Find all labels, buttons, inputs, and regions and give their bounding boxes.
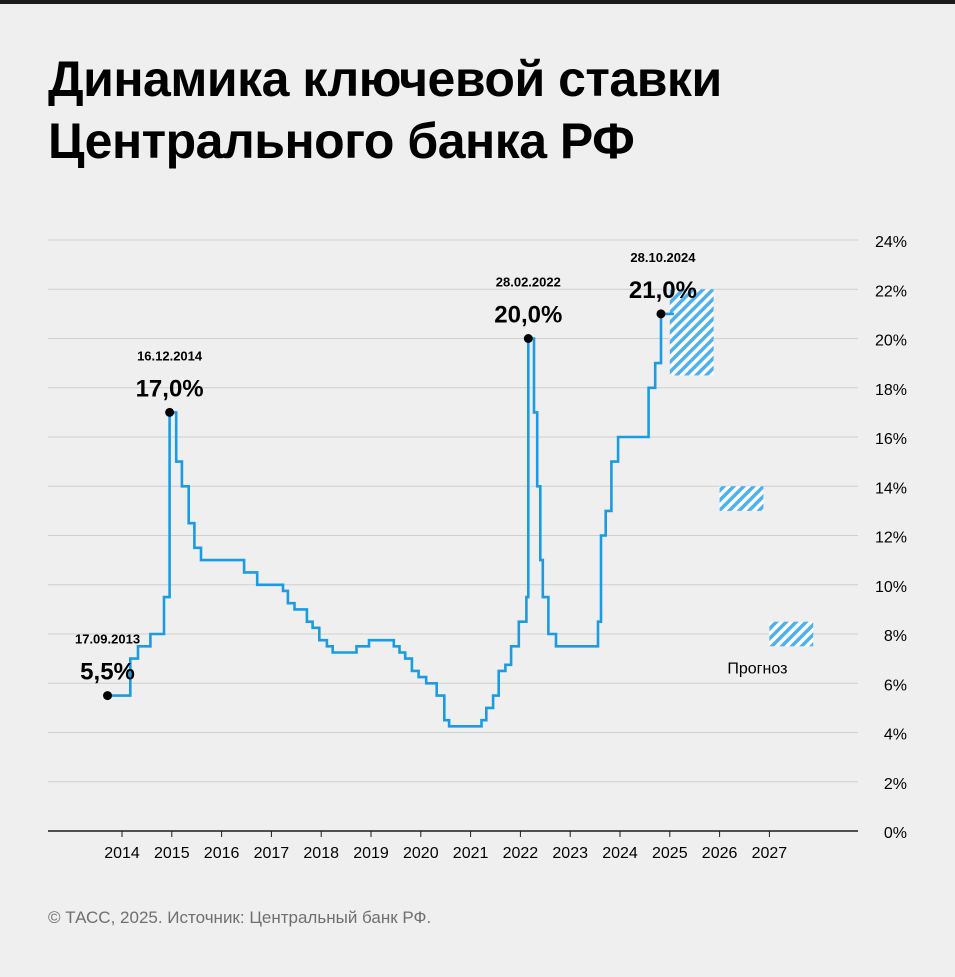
- y-tick-label: 0%: [884, 825, 907, 842]
- page-title: Динамика ключевой ставки Центрального ба…: [48, 48, 928, 172]
- x-tick-label: 2021: [453, 845, 489, 862]
- annotation-date: 28.02.2022: [496, 275, 561, 290]
- x-tick-label: 2027: [752, 845, 788, 862]
- source-footer: © ТАСС, 2025. Источник: Центральный банк…: [48, 908, 432, 927]
- x-tick-label: 2022: [503, 845, 539, 862]
- y-tick-label: 4%: [884, 727, 907, 744]
- annotation-date: 28.10.2024: [630, 250, 696, 265]
- y-tick-label: 10%: [875, 579, 907, 596]
- x-tick-label: 2026: [702, 845, 738, 862]
- forecast-range-2027: [769, 621, 814, 647]
- y-axis-ticks: 0% 2% 4% 6% 8% 10% 12% 14% 16% 18% 20% 22% 24%: [875, 234, 907, 842]
- annotation-dot: [523, 334, 533, 343]
- forecast-range-2026: [719, 486, 764, 511]
- annotation-date: 17.09.2013: [75, 632, 140, 647]
- y-tick-label: 18%: [875, 382, 907, 399]
- annotations: 17.09.2013 5,5% 16.12.2014 17,0% 28.02.2022 2…: [75, 250, 697, 701]
- x-tick-label: 2019: [353, 845, 389, 862]
- x-tick-label: 2024: [602, 845, 638, 862]
- x-tick-label: 2016: [204, 845, 240, 862]
- x-tick-label: 2025: [652, 845, 688, 862]
- y-tick-label: 20%: [875, 333, 907, 350]
- annotation-value: 17,0%: [136, 375, 204, 402]
- x-tick-label: 2015: [154, 845, 190, 862]
- title-line-1: Динамика ключевой ставки: [48, 51, 722, 107]
- y-tick-label: 12%: [875, 530, 907, 547]
- forecast-label: Прогноз: [727, 660, 787, 677]
- y-tick-label: 6%: [884, 677, 907, 694]
- y-tick-label: 14%: [875, 480, 907, 497]
- annotation-value: 20,0%: [494, 302, 562, 329]
- annotation-date: 16.12.2014: [137, 348, 203, 363]
- annotation-dot: [103, 691, 113, 701]
- x-tick-label: 2023: [552, 845, 588, 862]
- annotation-dot: [165, 407, 175, 417]
- x-tick-label: 2020: [403, 845, 439, 862]
- top-bar: [0, 0, 955, 4]
- x-tick-label: 2018: [303, 845, 339, 862]
- annotation-value: 5,5%: [80, 659, 135, 686]
- y-tick-label: 2%: [884, 776, 907, 793]
- title-line-2: Центрального банка РФ: [48, 113, 635, 169]
- y-tick-label: 24%: [875, 234, 907, 251]
- forecast-ranges: Прогноз: [669, 289, 814, 677]
- forecast-range-2025: [669, 289, 714, 376]
- y-tick-label: 22%: [875, 283, 907, 300]
- annotation-dot: [656, 309, 666, 319]
- y-tick-label: 16%: [875, 431, 907, 448]
- x-axis-ticks: 2014 2015 2016 2017 2018 2019 2020 2021 2022 2023…: [104, 831, 787, 862]
- x-tick-label: 2017: [254, 845, 290, 862]
- rate-series: [107, 312, 674, 728]
- rate-line: [107, 312, 674, 728]
- x-tick-label: 2014: [104, 845, 140, 862]
- y-tick-label: 8%: [884, 628, 907, 645]
- annotation-value: 21,0%: [629, 277, 697, 304]
